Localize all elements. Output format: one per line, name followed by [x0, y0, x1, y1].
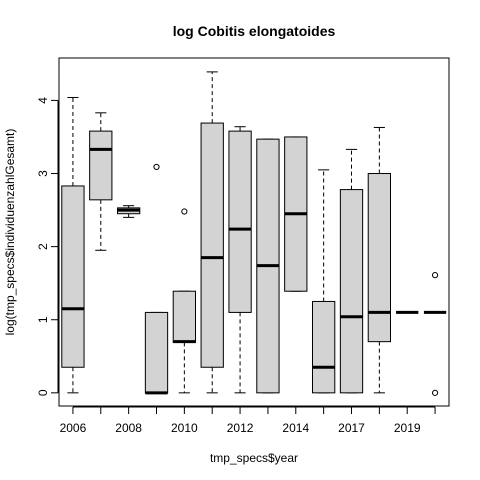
box-iqr — [228, 130, 252, 313]
y-tick-label: 1 — [36, 316, 50, 323]
x-axis: 2006 2008 2010 2012 2014 2017 2019 — [60, 406, 436, 435]
outlier-point — [153, 163, 160, 171]
box-iqr — [367, 173, 392, 343]
x-axis-label: tmp_specs$year — [210, 451, 298, 465]
y-tick-label: 2 — [36, 243, 50, 250]
x-tick-label: 2019 — [394, 421, 421, 435]
box-group-8 — [256, 138, 280, 394]
box-group-6 — [200, 71, 224, 394]
y-tick-label: 0 — [36, 389, 50, 396]
x-tick-label: 2012 — [227, 421, 254, 435]
box-iqr — [339, 189, 364, 394]
x-tick-label: 2008 — [115, 421, 142, 435]
x-tick-label: 2017 — [338, 421, 365, 435]
box-iqr — [61, 185, 85, 368]
box-group-9 — [284, 136, 308, 292]
box-iqr — [144, 311, 169, 394]
x-tick-label: 2010 — [171, 421, 198, 435]
box-group-5 — [172, 208, 196, 394]
box-group-12 — [367, 126, 392, 394]
chart-title: log Cobitis elongatoides — [173, 23, 336, 39]
box-group-1 — [61, 96, 85, 394]
box-group-2 — [89, 112, 113, 251]
box-iqr — [172, 290, 196, 343]
outlier-point — [431, 389, 439, 396]
x-tick-label: 2014 — [282, 421, 309, 435]
box-group-10 — [312, 169, 336, 394]
box-group-4 — [144, 163, 169, 395]
box-group-3 — [117, 205, 141, 218]
box-iqr — [89, 130, 113, 201]
box-iqr — [312, 300, 336, 394]
outlier-point — [431, 272, 439, 279]
box-group-11 — [339, 148, 364, 394]
y-axis: 0 1 2 3 4 — [36, 97, 59, 396]
y-tick-label: 4 — [36, 97, 50, 104]
box-group-7 — [228, 126, 252, 394]
x-tick-label: 2006 — [60, 421, 87, 435]
plot-frame — [58, 57, 450, 407]
box-iqr — [200, 122, 224, 368]
y-axis-label: log(tmp_specs$individuenzahlGesamt) — [3, 129, 17, 336]
boxes-layer — [61, 71, 447, 396]
outlier-point — [181, 208, 188, 215]
y-tick-label: 3 — [36, 170, 50, 177]
box-group-14 — [423, 272, 447, 396]
